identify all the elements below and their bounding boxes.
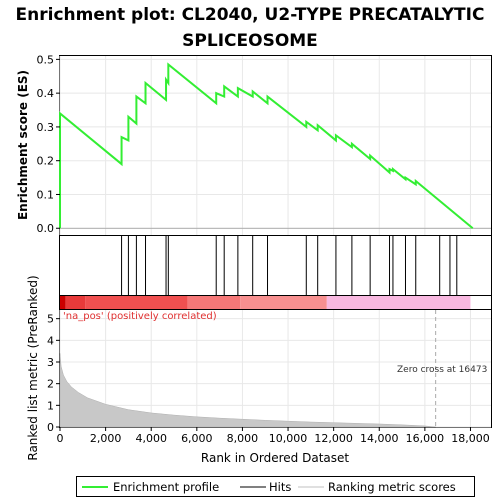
- es-panel-frame: [59, 55, 492, 236]
- metric-y-tick-label: 0: [47, 421, 54, 434]
- x-tick-label: 4,000: [135, 432, 167, 445]
- legend-enrichment-label: Enrichment profile: [113, 480, 219, 494]
- metric-y-ticks: 0 1 2 3 4 5: [47, 313, 60, 434]
- metric-y-tick-label: 4: [47, 334, 54, 347]
- ranking-metric-area: [59, 310, 437, 428]
- zero-cross-label: Zero cross at 16473: [397, 365, 487, 375]
- rank-band: [85, 296, 188, 309]
- es-y-tick-label: 0.2: [37, 155, 55, 168]
- es-y-ticks: 0.0 0.1 0.2 0.3 0.4 0.5: [37, 53, 60, 235]
- es-y-tick-label: 0.0: [37, 222, 55, 235]
- x-tick-label: 0: [57, 432, 64, 445]
- legend-metric-label: Ranking metric scores: [328, 480, 456, 494]
- x-tick-label: 18,000: [451, 432, 490, 445]
- rank-color-bands: [60, 296, 471, 309]
- enrichment-profile-line: [59, 62, 474, 230]
- x-tick-label: 14,000: [360, 432, 399, 445]
- es-y-tick-label: 0.5: [37, 53, 55, 66]
- hit-lines: [121, 236, 458, 295]
- legend-box: [76, 476, 475, 497]
- metric-y-tick-label: 5: [47, 313, 54, 326]
- rank-band: [60, 296, 66, 309]
- metric-panel-frame: [59, 309, 492, 428]
- metric-y-axis-label: Ranked list metric (PreRanked): [26, 275, 40, 460]
- legend-hits-label: Hits: [269, 480, 291, 494]
- metric-y-tick-label: 3: [47, 356, 54, 369]
- rank-band: [65, 296, 86, 309]
- x-tick-label: 8,000: [227, 432, 259, 445]
- rank-band: [240, 296, 327, 309]
- chart-title-line1: Enrichment plot: CL2040, U2-TYPE PRECATA…: [16, 5, 485, 25]
- metric-y-tick-label: 2: [47, 378, 54, 391]
- x-tick-label: 10,000: [269, 432, 308, 445]
- es-y-tick-label: 0.3: [37, 121, 55, 134]
- x-tick-label: 6,000: [181, 432, 213, 445]
- x-ticks: 0 2,000 4,000 6,000 8,000 10,000 12,000 14,000 1…: [57, 427, 490, 445]
- rank-band: [187, 296, 241, 309]
- hits-panel-frame: [59, 235, 492, 296]
- positive-correlation-label: 'na_pos' (positively correlated): [63, 311, 217, 322]
- es-y-tick-label: 0.1: [37, 188, 55, 201]
- enrichment-profile: [59, 62, 491, 230]
- x-axis-label: Rank in Ordered Dataset: [201, 451, 349, 465]
- chart-title-line2: SPLICEOSOME: [182, 31, 318, 51]
- metric-y-tick-label: 1: [47, 399, 54, 412]
- es-y-tick-label: 0.4: [37, 87, 55, 100]
- x-tick-label: 2,000: [90, 432, 122, 445]
- rank-band: [326, 296, 471, 309]
- ranking-metric-fill: [59, 353, 436, 428]
- es-y-axis-label: Enrichment score (ES): [16, 70, 30, 220]
- x-tick-label: 16,000: [406, 432, 445, 445]
- x-tick-label: 12,000: [314, 432, 353, 445]
